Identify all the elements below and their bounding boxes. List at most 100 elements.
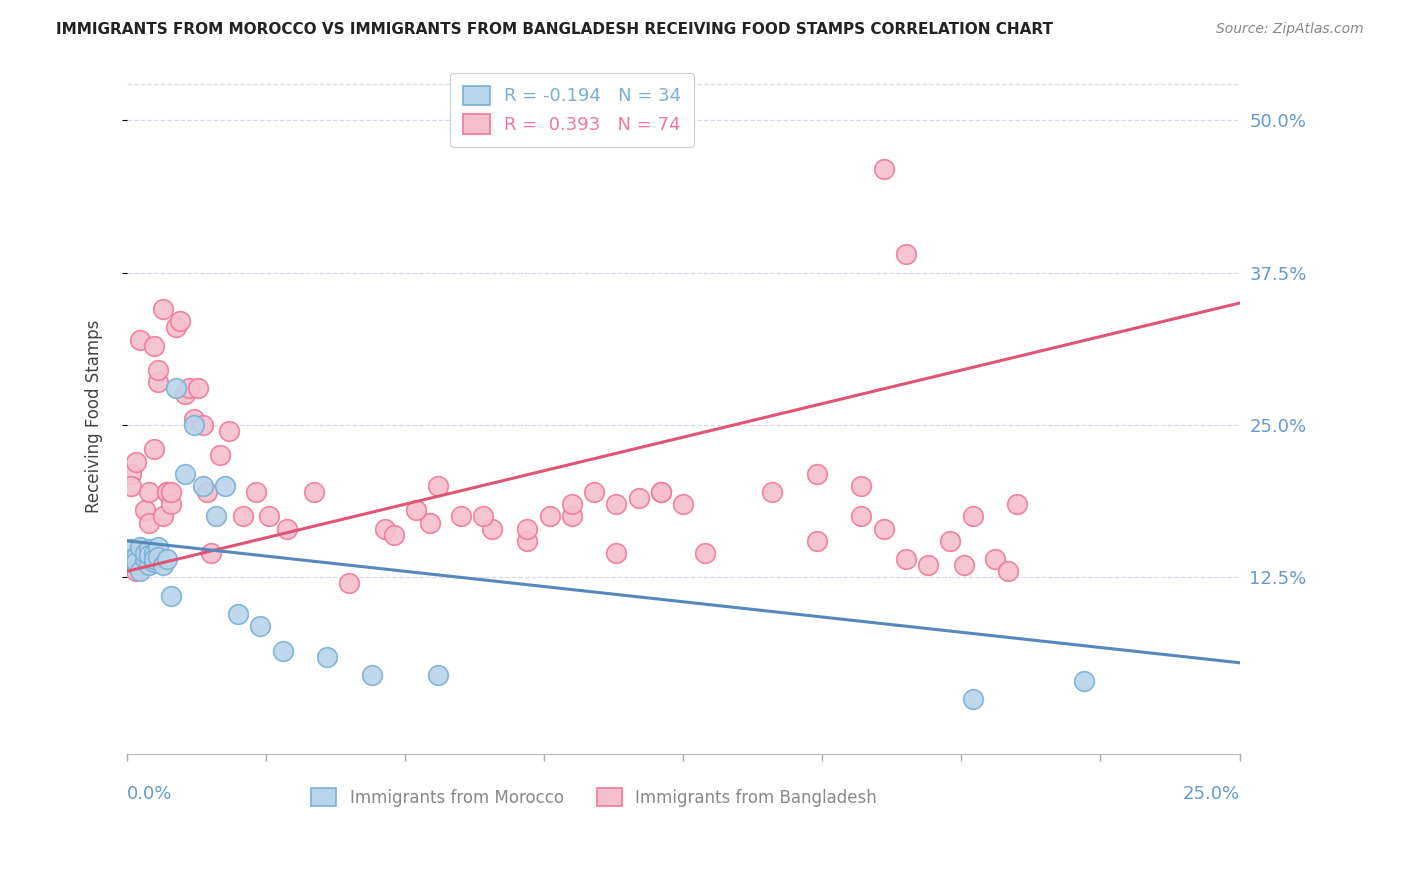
Point	[129, 546, 152, 560]
Point	[138, 485, 160, 500]
Point	[134, 546, 156, 560]
Point	[427, 668, 450, 682]
Point	[851, 479, 873, 493]
Point	[138, 558, 160, 573]
Y-axis label: Receiving Food Stamps: Receiving Food Stamps	[86, 319, 103, 513]
Point	[872, 161, 894, 176]
Point	[156, 485, 179, 500]
Point	[761, 485, 783, 500]
Point	[872, 522, 894, 536]
Point	[120, 479, 142, 493]
Point	[1073, 674, 1095, 689]
Point	[1005, 497, 1028, 511]
Point	[695, 546, 717, 560]
Point	[271, 643, 294, 657]
Point	[183, 417, 205, 432]
Point	[952, 558, 974, 573]
Point	[169, 314, 191, 328]
Point	[120, 552, 142, 566]
Point	[806, 533, 828, 548]
Point	[627, 491, 650, 505]
Point	[650, 485, 672, 500]
Point	[187, 381, 209, 395]
Point	[939, 533, 962, 548]
Point	[405, 503, 427, 517]
Legend: Immigrants from Morocco, Immigrants from Bangladesh: Immigrants from Morocco, Immigrants from…	[305, 781, 884, 814]
Point	[583, 485, 606, 500]
Point	[962, 692, 984, 706]
Point	[205, 509, 228, 524]
Text: IMMIGRANTS FROM MOROCCO VS IMMIGRANTS FROM BANGLADESH RECEIVING FOOD STAMPS CORR: IMMIGRANTS FROM MOROCCO VS IMMIGRANTS FR…	[56, 22, 1053, 37]
Point	[481, 522, 503, 536]
Point	[134, 546, 156, 560]
Point	[165, 320, 187, 334]
Point	[917, 558, 939, 573]
Point	[152, 558, 174, 573]
Point	[245, 485, 267, 500]
Point	[142, 555, 165, 569]
Point	[209, 449, 232, 463]
Point	[146, 363, 169, 377]
Point	[851, 509, 873, 524]
Point	[125, 564, 148, 578]
Point	[129, 333, 152, 347]
Point	[302, 485, 325, 500]
Point	[138, 549, 160, 563]
Point	[160, 485, 183, 500]
Point	[427, 479, 450, 493]
Point	[984, 552, 1007, 566]
Point	[125, 555, 148, 569]
Point	[142, 339, 165, 353]
Point	[173, 467, 195, 481]
Point	[173, 387, 195, 401]
Point	[650, 485, 672, 500]
Point	[152, 302, 174, 317]
Text: 25.0%: 25.0%	[1182, 785, 1240, 803]
Point	[125, 549, 148, 564]
Point	[160, 497, 183, 511]
Point	[125, 558, 148, 573]
Point	[160, 589, 183, 603]
Point	[179, 381, 201, 395]
Point	[605, 546, 627, 560]
Point	[165, 381, 187, 395]
Point	[142, 442, 165, 457]
Point	[200, 546, 222, 560]
Point	[249, 619, 271, 633]
Point	[419, 516, 441, 530]
Point	[138, 542, 160, 557]
Point	[316, 649, 339, 664]
Point	[806, 467, 828, 481]
Point	[605, 497, 627, 511]
Point	[146, 376, 169, 390]
Point	[894, 247, 917, 261]
Point	[471, 509, 494, 524]
Point	[195, 485, 218, 500]
Point	[561, 497, 583, 511]
Point	[218, 424, 240, 438]
Point	[146, 549, 169, 564]
Point	[360, 668, 382, 682]
Point	[672, 497, 695, 511]
Point	[997, 564, 1019, 578]
Point	[152, 509, 174, 524]
Point	[191, 479, 214, 493]
Point	[561, 509, 583, 524]
Point	[156, 552, 179, 566]
Text: Source: ZipAtlas.com: Source: ZipAtlas.com	[1216, 22, 1364, 37]
Point	[276, 522, 298, 536]
Point	[516, 533, 538, 548]
Point	[232, 509, 254, 524]
Point	[382, 527, 405, 541]
Point	[962, 509, 984, 524]
Point	[374, 522, 396, 536]
Point	[516, 522, 538, 536]
Point	[146, 540, 169, 554]
Point	[120, 467, 142, 481]
Point	[214, 479, 236, 493]
Point	[191, 417, 214, 432]
Point	[894, 552, 917, 566]
Point	[134, 552, 156, 566]
Point	[183, 412, 205, 426]
Point	[142, 546, 165, 560]
